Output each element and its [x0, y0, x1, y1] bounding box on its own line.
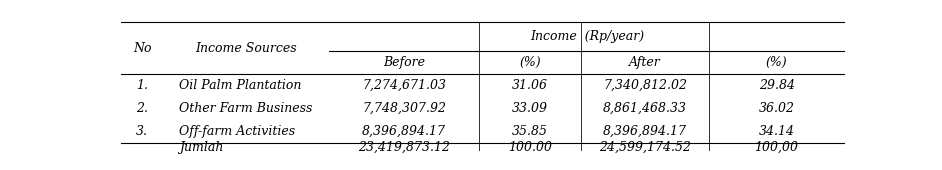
Text: Oil Palm Plantation: Oil Palm Plantation — [179, 79, 301, 92]
Text: 29.84: 29.84 — [758, 79, 795, 92]
Text: Jumlah: Jumlah — [179, 141, 223, 154]
Text: 34.14: 34.14 — [758, 125, 795, 138]
Text: (%): (%) — [519, 56, 541, 69]
Text: 100,00: 100,00 — [755, 141, 799, 154]
Text: 1.: 1. — [137, 79, 148, 92]
Text: No: No — [133, 42, 152, 55]
Text: 8,861,468.33: 8,861,468.33 — [603, 102, 688, 115]
Text: 7,274,671.03: 7,274,671.03 — [363, 79, 447, 92]
Text: 7,340,812.02: 7,340,812.02 — [603, 79, 688, 92]
Text: 8,396,894.17: 8,396,894.17 — [603, 125, 688, 138]
Text: Other Farm Business: Other Farm Business — [179, 102, 313, 115]
Text: Before: Before — [383, 56, 425, 69]
Text: Off-farm Activities: Off-farm Activities — [179, 125, 295, 138]
Text: Income  (Rp/year): Income (Rp/year) — [529, 30, 644, 43]
Text: (%): (%) — [766, 56, 788, 69]
Text: 7,748,307.92: 7,748,307.92 — [363, 102, 447, 115]
Text: 23,419,873.12: 23,419,873.12 — [358, 141, 450, 154]
Text: 24,599,174.52: 24,599,174.52 — [599, 141, 691, 154]
Text: 8,396,894.17: 8,396,894.17 — [363, 125, 447, 138]
Text: 3.: 3. — [137, 125, 148, 138]
Text: 2.: 2. — [137, 102, 148, 115]
Text: 31.06: 31.06 — [512, 79, 548, 92]
Text: After: After — [629, 56, 661, 69]
Text: 100.00: 100.00 — [509, 141, 552, 154]
Text: Income Sources: Income Sources — [195, 42, 297, 55]
Text: 35.85: 35.85 — [512, 125, 548, 138]
Text: 36.02: 36.02 — [758, 102, 795, 115]
Text: 33.09: 33.09 — [512, 102, 548, 115]
